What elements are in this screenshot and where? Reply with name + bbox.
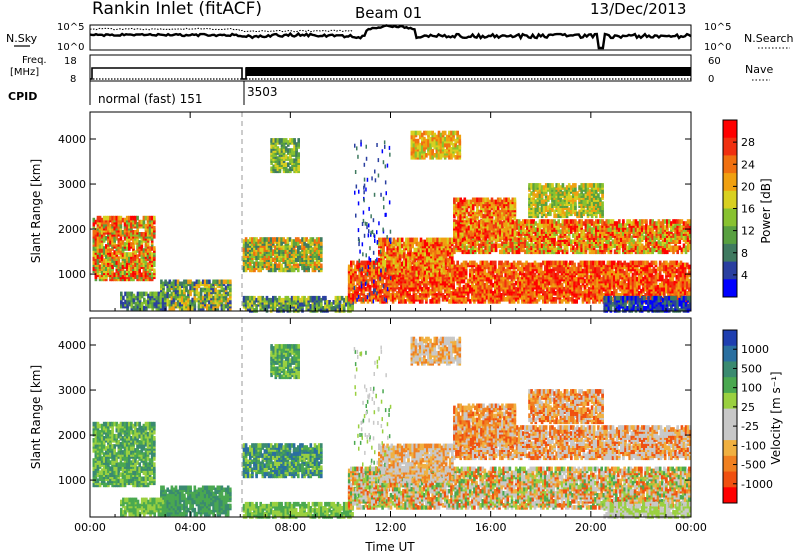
nsearch-tick-bottom: 10^0 <box>704 42 731 53</box>
heatmap-cell <box>324 296 327 301</box>
heatmap-cell <box>301 308 304 313</box>
heatmap-cell <box>194 304 197 309</box>
heatmap-cell <box>153 234 156 239</box>
heatmap-cell <box>603 261 606 266</box>
heatmap-cell <box>138 269 141 274</box>
heatmap-cell <box>266 308 269 313</box>
nave-label: Nave <box>745 63 773 76</box>
heatmap-cell <box>495 248 498 253</box>
nsearch-tick-top: 10^5 <box>704 22 731 33</box>
heatmap-cell <box>517 299 520 304</box>
heatmap-cell <box>484 269 487 274</box>
freq-strip <box>90 55 691 81</box>
heatmap-cell <box>153 269 156 274</box>
heatmap-cell <box>463 279 466 284</box>
heatmap-cell <box>416 238 419 243</box>
freq-label-line1: Freq. <box>22 55 47 66</box>
heatmap-cell <box>229 300 232 305</box>
heatmap-cell <box>439 262 442 267</box>
heatmap-cell <box>688 271 691 276</box>
heatmap-cell <box>136 216 139 221</box>
heatmap-cell <box>120 224 123 229</box>
nsky-trace <box>90 25 691 48</box>
heatmap-cell <box>615 289 618 294</box>
heatmap-cell <box>320 253 323 258</box>
heatmap-cell <box>143 220 146 225</box>
heatmap-cell <box>320 257 323 262</box>
heatmap-cell <box>153 246 156 251</box>
heatmap-cell <box>459 283 462 288</box>
heatmap-cell <box>189 292 192 297</box>
heatmap-cell <box>638 285 641 290</box>
date-title: 13/Dec/2013 <box>590 0 686 18</box>
heatmap-cell <box>684 269 687 274</box>
nsky-tick-bottom: 10^0 <box>57 42 84 53</box>
heatmap-cell <box>655 261 658 266</box>
heatmap-cell <box>438 297 441 302</box>
heatmap-cell <box>200 292 203 297</box>
heatmap-cell <box>494 261 497 266</box>
heatmap-cell <box>136 228 139 233</box>
heatmap-cell <box>352 261 355 266</box>
heatmap-cell <box>208 280 211 285</box>
nsearch-trace <box>90 28 352 31</box>
heatmap-cell <box>494 265 497 270</box>
heatmap-cell <box>320 237 323 242</box>
freq-label-line2: [MHz] <box>10 67 39 78</box>
nave-tick-bottom: 0 <box>708 74 714 85</box>
nsearch-label: N.Search <box>744 32 794 45</box>
cpid-label: CPID <box>8 90 37 103</box>
heatmap-cell <box>456 261 459 266</box>
heatmap-cell <box>561 283 564 288</box>
heatmap-cell <box>451 270 454 275</box>
nsky-label: N.Sky <box>6 32 38 45</box>
heatmap-cell <box>120 236 123 241</box>
heatmap-cell <box>490 279 493 284</box>
heatmap-cell <box>671 277 674 282</box>
cpid-mode-2: 3503 <box>247 85 278 99</box>
heatmap-cell <box>573 263 576 268</box>
heatmap-cell <box>628 273 631 278</box>
cpid-mode-1: normal (fast) 151 <box>98 92 202 106</box>
station-title: Rankin Inlet (fitACF) <box>92 0 262 19</box>
heatmap-cell <box>229 280 232 285</box>
heatmap-cell <box>297 268 300 273</box>
heatmap-cell <box>688 287 691 292</box>
heatmap-cell <box>688 265 691 270</box>
heatmap-cell <box>688 279 691 284</box>
heatmap-cell <box>451 256 454 261</box>
heatmap-cell <box>122 296 125 301</box>
nave-tick-top: 60 <box>708 56 721 67</box>
heatmap-cell <box>320 241 323 246</box>
heatmap-cell <box>164 294 167 299</box>
heatmap-cell <box>255 308 258 313</box>
heatmap-cell <box>153 216 156 221</box>
heatmap-cell <box>153 262 156 267</box>
heatmap-cell <box>320 264 323 269</box>
nsky-tick-top: 10^5 <box>57 22 84 33</box>
heatmap-cell <box>467 295 470 300</box>
heatmap-cell <box>132 244 135 249</box>
heatmap-cell <box>401 238 404 243</box>
nsky-strip <box>90 25 691 50</box>
heatmap-cell <box>120 292 123 297</box>
heatmap-cell <box>153 226 156 231</box>
freq-tick-top: 18 <box>64 56 77 67</box>
heatmap-cell <box>451 260 454 265</box>
heatmap-cell <box>661 275 664 280</box>
heatmap-cell <box>280 264 283 269</box>
freq-tick-bottom: 8 <box>70 74 76 85</box>
nave-trace <box>246 67 691 76</box>
beam-title: Beam 01 <box>355 4 422 22</box>
heatmap-cell <box>320 302 323 307</box>
heatmap-cell <box>185 286 188 291</box>
